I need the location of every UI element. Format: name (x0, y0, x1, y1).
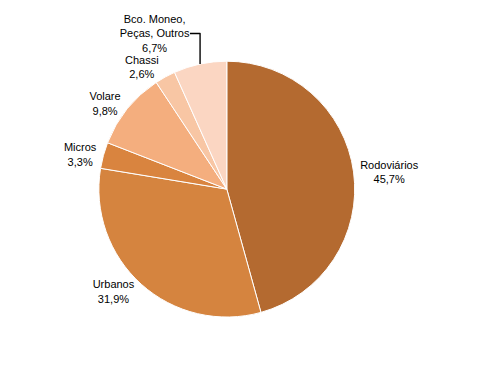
svg-text:Urbanos31,9%: Urbanos31,9% (93, 278, 135, 304)
svg-text:Bco. Moneo,Peças, Outros6,7%: Bco. Moneo,Peças, Outros6,7% (120, 13, 190, 54)
svg-text:Micros3,3%: Micros3,3% (64, 141, 97, 167)
svg-text:Volare9,8%: Volare9,8% (89, 90, 120, 116)
svg-text:Chassi2,6%: Chassi2,6% (125, 54, 159, 80)
svg-text:Rodoviários45,7%: Rodoviários45,7% (360, 159, 419, 185)
